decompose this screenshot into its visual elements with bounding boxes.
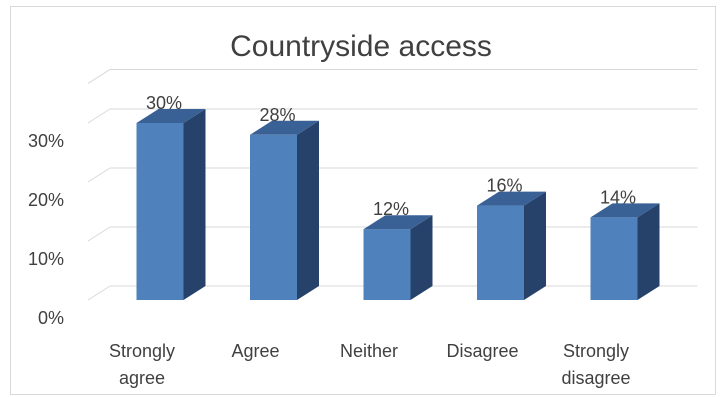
data-label: 30%	[146, 93, 182, 113]
x-tick-label: Neither	[340, 341, 398, 361]
x-tick-label: Strongly	[563, 341, 629, 361]
y-tick-label: 10%	[28, 249, 64, 269]
bar-front	[363, 229, 411, 300]
bar-top	[590, 203, 660, 218]
bar-side	[183, 109, 206, 300]
bar-top	[363, 215, 433, 230]
bar-top	[477, 191, 546, 206]
grid-side-line	[87, 285, 111, 301]
bar-front	[590, 217, 638, 300]
x-tick-label: agree	[119, 368, 165, 388]
grid-side-line	[87, 167, 111, 183]
bar-top	[250, 120, 319, 135]
data-label: 12%	[373, 199, 409, 219]
data-label: 16%	[486, 176, 522, 196]
bar-front	[477, 205, 524, 300]
bar-side	[297, 120, 319, 300]
grid-side-line	[87, 226, 111, 242]
y-tick-label: 20%	[28, 190, 64, 210]
bar-side	[637, 203, 660, 300]
data-label: 28%	[259, 105, 295, 125]
chart-border	[10, 6, 716, 395]
x-tick-label: Disagree	[446, 341, 518, 361]
bar-side	[524, 191, 546, 300]
x-tick-label: Agree	[231, 341, 279, 361]
y-tick-label: 0%	[38, 308, 64, 328]
bar-front	[136, 123, 184, 300]
grid-side-line	[87, 108, 111, 124]
chart-title: Countryside access	[230, 30, 492, 63]
y-tick-label: 30%	[28, 131, 64, 151]
bar-front	[250, 134, 297, 300]
bar-side	[410, 215, 433, 300]
data-label: 14%	[600, 187, 636, 207]
grid-side-line	[87, 69, 111, 84]
bar-top	[136, 109, 206, 123]
x-tick-label: Strongly	[109, 341, 175, 361]
x-tick-label: disagree	[561, 368, 630, 388]
